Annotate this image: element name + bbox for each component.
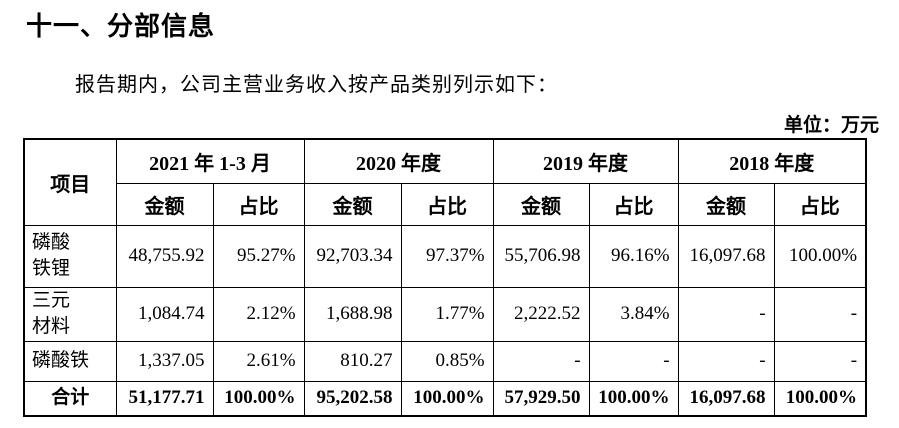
unit-note: 单位：万元 (783, 115, 879, 136)
cell-ratio: - (773, 340, 867, 382)
cell-amount: 55,706.98 (492, 224, 590, 288)
cell-amount: 1,688.98 (303, 286, 402, 342)
cell-amount: 57,929.50 (492, 380, 590, 417)
row-label: 三元 材料 (23, 286, 117, 342)
cell-amount: 51,177.71 (115, 380, 214, 417)
col-header-amount: 金额 (677, 182, 775, 226)
table-row-ternary: 三元 材料 1,084.74 2.12% 1,688.98 1.77% 2,22… (23, 286, 867, 342)
row-label: 磷酸 铁锂 (23, 224, 117, 288)
col-header-ratio: 占比 (588, 182, 679, 226)
cell-ratio: 100.00% (400, 380, 494, 417)
col-header-amount: 金额 (492, 182, 590, 226)
cell-ratio: 96.16% (588, 224, 679, 288)
col-header-ratio: 占比 (212, 182, 305, 226)
col-header-amount: 金额 (303, 182, 402, 226)
col-header-period-2018: 2018 年度 (677, 138, 867, 184)
col-header-period-2020: 2020 年度 (303, 138, 494, 184)
cell-ratio: 100.00% (588, 380, 679, 417)
cell-amount: - (492, 340, 590, 382)
cell-ratio: 95.27% (212, 224, 305, 288)
cell-ratio: 100.00% (773, 224, 867, 288)
section-title: 十一、分部信息 (26, 12, 216, 41)
cell-ratio: 1.77% (400, 286, 494, 342)
cell-ratio: 100.00% (212, 380, 305, 417)
intro-paragraph: 报告期内，公司主营业务收入按产品类别列示如下： (75, 74, 558, 96)
segment-revenue-table: 项目 2021 年 1-3 月 2020 年度 2019 年度 2018 年度 … (23, 138, 868, 417)
cell-amount: 16,097.68 (677, 380, 775, 417)
cell-ratio: 2.61% (212, 340, 305, 382)
col-header-ratio: 占比 (773, 182, 867, 226)
cell-amount: 1,337.05 (115, 340, 214, 382)
table-row-lfp: 磷酸 铁锂 48,755.92 95.27% 92,703.34 97.37% … (23, 224, 867, 288)
header-row-measures: 金额 占比 金额 占比 金额 占比 金额 占比 (24, 182, 867, 226)
col-header-ratio: 占比 (400, 182, 494, 226)
cell-amount: - (677, 286, 775, 342)
cell-ratio: 2.12% (212, 286, 305, 342)
cell-ratio: - (588, 340, 679, 382)
cell-amount: 95,202.58 (303, 380, 402, 417)
cell-amount: 1,084.74 (115, 286, 214, 342)
col-header-period-2021: 2021 年 1-3 月 (115, 138, 305, 184)
cell-ratio: 0.85% (400, 340, 494, 382)
cell-ratio: 97.37% (400, 224, 494, 288)
cell-ratio: 3.84% (588, 286, 679, 342)
col-header-amount: 金额 (115, 182, 214, 226)
cell-amount: 92,703.34 (303, 224, 402, 288)
header-row-periods: 项目 2021 年 1-3 月 2020 年度 2019 年度 2018 年度 (23, 138, 867, 226)
col-header-item: 项目 (23, 138, 117, 226)
table-row-total: 合计 51,177.71 100.00% 95,202.58 100.00% 5… (23, 380, 867, 417)
cell-amount: 810.27 (303, 340, 402, 382)
cell-amount: 16,097.68 (677, 224, 775, 288)
row-label: 磷酸铁 (23, 340, 117, 382)
cell-amount: - (677, 340, 775, 382)
table-row-iron-phosphate: 磷酸铁 1,337.05 2.61% 810.27 0.85% - - - - (23, 340, 867, 382)
cell-amount: 2,222.52 (492, 286, 590, 342)
col-header-period-2019: 2019 年度 (492, 138, 679, 184)
cell-amount: 48,755.92 (115, 224, 214, 288)
cell-ratio: 100.00% (773, 380, 867, 417)
cell-ratio: - (773, 286, 867, 342)
row-label: 合计 (23, 380, 117, 417)
